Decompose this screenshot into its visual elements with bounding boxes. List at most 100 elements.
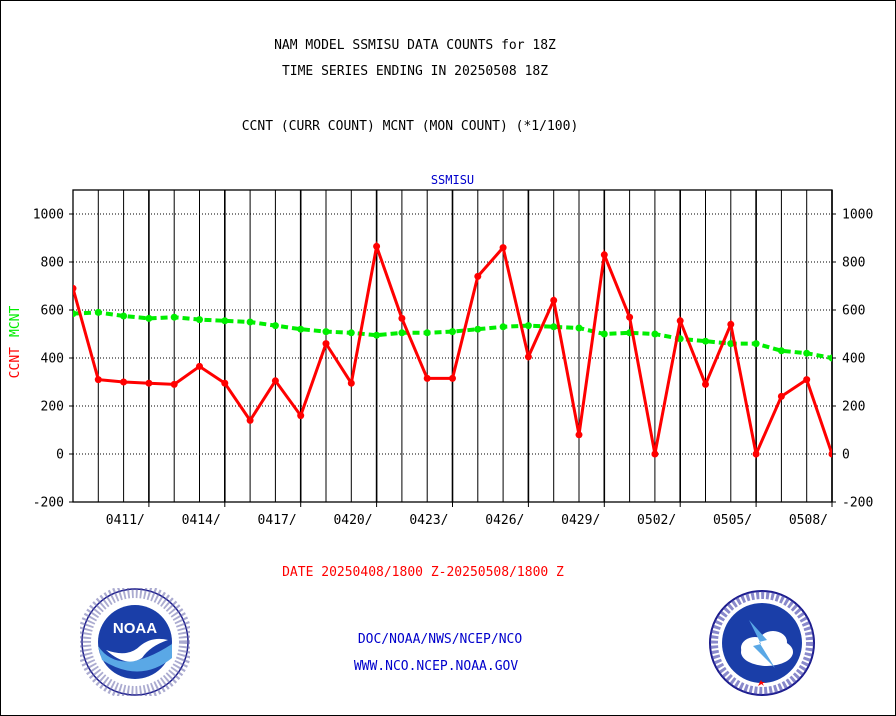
svg-text:NOAA: NOAA: [113, 620, 157, 637]
point-mcnt: [398, 329, 406, 337]
point-ccnt: [221, 379, 229, 387]
point-mcnt: [777, 347, 785, 355]
point-ccnt: [600, 251, 608, 259]
point-mcnt: [803, 349, 811, 357]
chart-title-line-2: TIME SERIES ENDING IN 20250508 18Z: [281, 64, 549, 79]
point-ccnt: [575, 431, 583, 439]
y-tick-label-right: 400: [842, 352, 865, 367]
point-mcnt: [651, 330, 659, 338]
point-ccnt: [777, 392, 785, 400]
point-mcnt: [170, 313, 178, 321]
y-tick-label-left: 200: [41, 400, 64, 415]
point-ccnt: [373, 242, 381, 250]
x-tick-label: 0423/: [409, 513, 448, 528]
x-tick-label: 0508/: [789, 513, 828, 528]
x-tick-label: 0429/: [561, 513, 600, 528]
y-axis-label-ccnt: CCNT: [8, 347, 23, 378]
point-mcnt: [727, 340, 735, 348]
point-mcnt: [246, 318, 254, 326]
chart-title-line-3: CCNT (CURR COUNT) MCNT (MON COUNT) (*1/1…: [241, 119, 579, 134]
point-ccnt: [626, 313, 634, 321]
point-mcnt: [550, 323, 558, 331]
x-tick-label: 0417/: [258, 513, 297, 528]
y-tick-label-right: 600: [842, 304, 865, 319]
y-tick-label-right: 800: [842, 256, 865, 271]
point-ccnt: [423, 374, 431, 382]
point-mcnt: [752, 340, 760, 348]
label-layer: -200 -200 0 0 200 200 400 400 600 600 800 800 1000 10…: [8, 173, 873, 528]
nws-logo: [709, 590, 815, 696]
point-mcnt: [120, 312, 128, 320]
point-mcnt: [73, 310, 77, 318]
link-doc-noaa[interactable]: DOC/NOAA/NWS/NCEP/NCO: [357, 632, 523, 647]
point-ccnt: [196, 362, 203, 370]
x-tick-label: 0426/: [485, 513, 524, 528]
series-layer: [73, 240, 832, 459]
point-mcnt: [373, 331, 381, 339]
point-ccnt: [398, 314, 406, 322]
point-ccnt: [170, 380, 178, 388]
point-ccnt: [145, 379, 153, 387]
y-tick-label-left: 600: [41, 304, 64, 319]
point-ccnt: [828, 450, 832, 458]
point-ccnt: [702, 380, 709, 388]
point-mcnt: [575, 324, 583, 332]
point-mcnt: [271, 322, 279, 330]
point-ccnt: [651, 450, 659, 458]
y-tick-label-left: 0: [56, 448, 64, 463]
point-mcnt: [474, 325, 482, 333]
point-mcnt: [322, 328, 330, 336]
y-tick-label-left: 1000: [33, 208, 64, 223]
point-mcnt: [449, 328, 456, 336]
plot-title: SSMISU: [431, 173, 474, 187]
point-ccnt: [120, 378, 128, 386]
point-mcnt: [196, 316, 203, 324]
point-ccnt: [727, 320, 735, 328]
axis-layer: [69, 189, 836, 507]
x-tick-label: 0411/: [106, 513, 145, 528]
x-tick-label: 0414/: [182, 513, 221, 528]
y-tick-label-left: -200: [33, 496, 64, 511]
point-ccnt: [449, 374, 456, 382]
point-ccnt: [803, 376, 811, 384]
point-ccnt: [322, 340, 330, 348]
point-ccnt: [474, 272, 482, 280]
y-axis-label-mcnt: MCNT: [8, 306, 23, 337]
point-ccnt: [94, 376, 102, 384]
y-axis-label: CCNT MCNT: [8, 306, 23, 379]
point-ccnt: [271, 377, 279, 385]
chart-title-line-1: NAM MODEL SSMISU DATA COUNTS for 18Z: [274, 38, 556, 53]
y-tick-label-right: 0: [842, 448, 850, 463]
link-nco-website[interactable]: WWW.NCO.NCEP.NOAA.GOV: [353, 659, 519, 674]
point-mcnt: [524, 322, 532, 330]
point-ccnt: [524, 353, 532, 361]
date-range: DATE 20250408/1800 Z-20250508/1800 Z: [282, 565, 564, 580]
point-ccnt: [73, 284, 77, 292]
point-ccnt: [246, 416, 254, 424]
x-tick-label: 0505/: [713, 513, 752, 528]
point-mcnt: [145, 314, 153, 322]
noaa-logo: NOAA: [80, 588, 190, 696]
point-mcnt: [702, 337, 709, 345]
point-mcnt: [94, 308, 102, 316]
point-ccnt: [499, 244, 507, 252]
point-ccnt: [297, 412, 305, 420]
y-tick-label-right: -200: [842, 496, 873, 511]
x-tick-label: 0502/: [637, 513, 676, 528]
point-ccnt: [752, 450, 760, 458]
grid-layer: [73, 190, 833, 502]
point-mcnt: [297, 325, 305, 333]
point-mcnt: [221, 317, 229, 325]
point-mcnt: [600, 330, 608, 338]
point-mcnt: [828, 354, 832, 362]
point-mcnt: [499, 323, 507, 331]
y-tick-label-left: 400: [41, 352, 64, 367]
y-tick-label-left: 800: [41, 256, 64, 271]
x-tick-label: 0420/: [333, 513, 372, 528]
point-ccnt: [676, 317, 684, 325]
point-ccnt: [347, 379, 355, 387]
y-tick-label-right: 1000: [842, 208, 873, 223]
point-mcnt: [423, 329, 431, 337]
point-mcnt: [347, 329, 355, 337]
